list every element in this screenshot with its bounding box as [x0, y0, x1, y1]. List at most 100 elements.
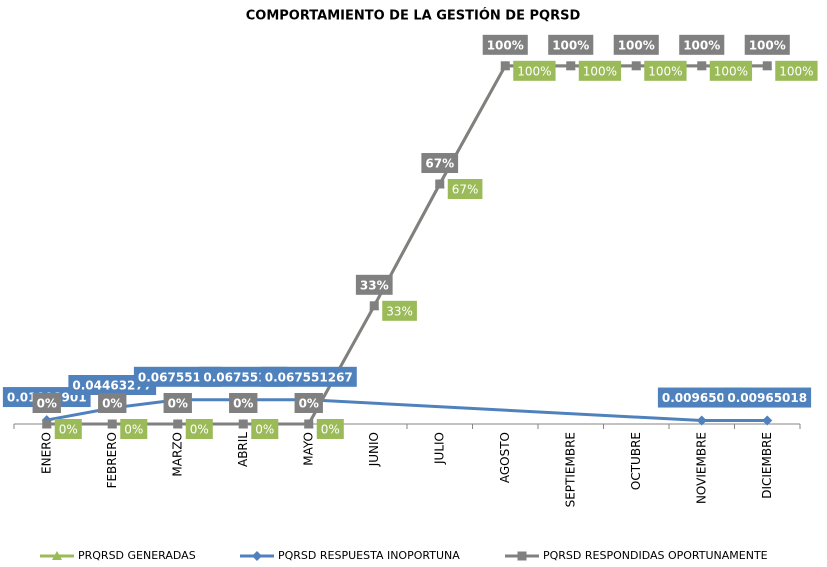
data-label-box: [644, 60, 687, 81]
data-label-text: 100%: [552, 38, 589, 52]
data-label-box: [723, 387, 812, 408]
x-tick-label: NOVIEMBRE: [694, 432, 708, 504]
marker: [697, 61, 707, 71]
data-label-text: 0.04463277: [72, 379, 152, 393]
data-label-box: [120, 419, 148, 439]
legend-marker: [252, 551, 262, 561]
data-label: 100%: [679, 34, 725, 55]
data-label: 0%: [120, 419, 148, 439]
marker: [631, 61, 641, 71]
data-label-text: 0.00965018: [662, 391, 742, 405]
data-label-box: [54, 419, 82, 439]
data-label-text: 33%: [386, 304, 413, 318]
x-tick-label: AGOSTO: [498, 432, 512, 483]
data-label-box: [421, 153, 459, 174]
marker: [762, 415, 773, 426]
x-tick-label: MARZO: [170, 432, 184, 477]
data-label-text: 100%: [517, 64, 551, 78]
data-label: 100%: [513, 60, 556, 81]
data-label-box: [316, 419, 344, 439]
x-tick-label: ABRIL: [236, 432, 250, 467]
data-label-text: 100%: [714, 64, 748, 78]
data-label-text: 100%: [583, 64, 617, 78]
marker: [107, 419, 117, 429]
data-label-box: [513, 60, 556, 81]
marker: [173, 419, 183, 429]
marker: [238, 419, 248, 429]
data-label-box: [775, 60, 818, 81]
data-label-box: [251, 419, 279, 439]
data-label-box: [229, 393, 258, 413]
data-label-text: 0%: [299, 397, 319, 411]
data-label-box: [613, 34, 659, 55]
x-tick-label: SEPTIEMBRE: [563, 432, 577, 507]
data-label-box: [578, 60, 622, 81]
x-tick-label: DICIEMBRE: [760, 432, 774, 499]
data-label-box: [447, 179, 483, 200]
data-label: 0%: [163, 393, 192, 413]
data-label-box: [382, 300, 417, 321]
data-label: 0.00965018: [723, 387, 812, 408]
data-label: 0%: [32, 393, 61, 413]
data-label-text: 0%: [168, 397, 188, 411]
data-label-box: [355, 274, 393, 295]
data-label: 100%: [578, 60, 622, 81]
data-label: 100%: [775, 60, 818, 81]
data-label-text: 0%: [59, 423, 78, 437]
data-label-text: 0%: [190, 423, 209, 437]
data-label-text: 100%: [648, 64, 682, 78]
data-label-text: 0.067551267: [265, 370, 353, 384]
marker: [500, 61, 510, 71]
data-label: 0%: [54, 419, 82, 439]
data-label-text: 100%: [749, 38, 786, 52]
chart-title: COMPORTAMIENTO DE LA GESTIÓN DE PQRSD: [246, 8, 581, 24]
data-label: 100%: [548, 34, 594, 55]
legend-marker: [52, 551, 62, 560]
data-label-box: [98, 393, 127, 413]
data-label: 100%: [613, 34, 659, 55]
x-tick-label: OCTUBRE: [629, 432, 643, 490]
marker: [369, 301, 379, 311]
data-label-text: 0.00965018: [727, 391, 807, 405]
data-label: 0%: [251, 419, 279, 439]
data-label: 100%: [482, 34, 528, 55]
data-label: 33%: [382, 300, 417, 321]
data-label-box: [163, 393, 192, 413]
data-label: 100%: [709, 60, 753, 81]
data-label-box: [185, 419, 213, 439]
x-tick-label: FEBRERO: [105, 432, 119, 488]
data-label-box: [260, 366, 357, 387]
data-label-text: 0.06755127: [138, 370, 218, 384]
data-label-text: 0%: [255, 423, 274, 437]
data-label-text: 67%: [425, 157, 454, 171]
marker: [762, 61, 772, 71]
data-label-box: [744, 34, 790, 55]
data-label-text: 0%: [37, 397, 57, 411]
data-label-box: [32, 393, 61, 413]
x-tick-label: MAYO: [301, 432, 315, 466]
data-label: 67%: [421, 153, 459, 174]
data-label-box: [482, 34, 528, 55]
legend-label: PQRSD RESPONDIDAS OPORTUNAMENTE: [543, 549, 768, 562]
data-label: 0%: [185, 419, 213, 439]
data-label-box: [679, 34, 725, 55]
legend-marker: [517, 551, 527, 561]
data-label: 0.067551267: [260, 366, 357, 387]
data-label-box: [294, 393, 323, 413]
marker: [696, 415, 707, 426]
data-label-text: 100%: [618, 38, 655, 52]
legend-label: PQRSD RESPUESTA INOPORTUNA: [278, 549, 460, 562]
marker: [42, 419, 52, 429]
data-label: 100%: [744, 34, 790, 55]
x-tick-label: JULIO: [432, 432, 446, 465]
marker: [304, 419, 314, 429]
data-label: 0%: [294, 393, 323, 413]
data-label-text: 100%: [683, 38, 720, 52]
data-label: 67%: [447, 179, 483, 200]
data-label-text: 0%: [233, 397, 253, 411]
data-label: 0%: [316, 419, 344, 439]
data-label-text: 0%: [102, 397, 122, 411]
data-label-text: 67%: [452, 183, 479, 197]
